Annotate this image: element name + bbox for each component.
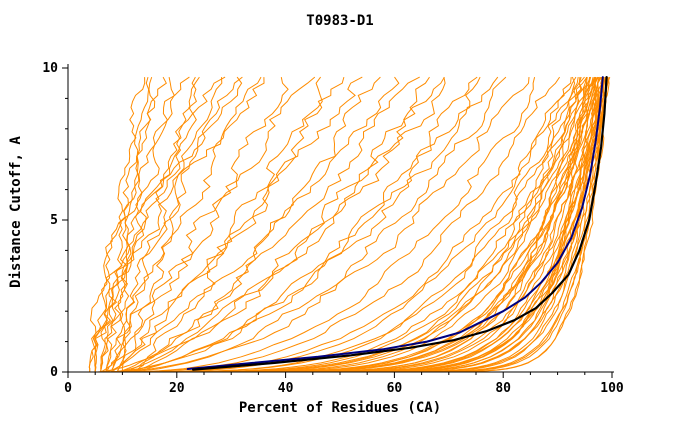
highlight-black-curve: [192, 75, 608, 371]
ensemble-curve: [106, 76, 582, 373]
ensemble-curve: [95, 76, 588, 373]
ensemble-curve: [105, 76, 316, 373]
ensemble-curve: [138, 76, 600, 373]
ensemble-curve: [116, 76, 587, 373]
ensemble-curve: [111, 76, 198, 373]
ensemble-curve: [92, 77, 146, 372]
ensemble-curve: [127, 76, 595, 373]
ensemble-curve: [88, 76, 167, 373]
ensemble-curve: [111, 76, 596, 373]
ensemble-curve: [127, 76, 603, 373]
ensemble-curve: [95, 77, 597, 373]
x-tick-label: 40: [278, 381, 294, 396]
ensemble-curve: [116, 76, 420, 373]
ensemble-curve: [100, 76, 478, 373]
ensemble-curve: [91, 76, 226, 373]
ensemble-curve: [111, 77, 597, 373]
ensemble-curve: [133, 76, 323, 373]
ensemble-curve: [116, 76, 599, 373]
ensemble-curve: [127, 76, 445, 373]
ensemble-curve: [88, 76, 262, 373]
ensemble-curve: [111, 77, 265, 373]
y-tick-label: 0: [50, 365, 58, 380]
ensemble-curve: [100, 76, 243, 373]
ensemble-curve: [117, 76, 150, 372]
ensemble-curve: [133, 76, 585, 373]
ensemble-curve: [144, 76, 598, 373]
ensemble-curve: [89, 77, 610, 373]
ensemble-curve: [111, 76, 345, 373]
ensemble-curve: [106, 76, 400, 373]
y-tick-label: 10: [42, 61, 58, 76]
chart-title: T0983-D1: [306, 13, 374, 29]
ensemble-curve: [95, 77, 603, 373]
ensemble-curve: [100, 76, 156, 373]
ensemble-curve: [111, 76, 601, 373]
ensemble-curve: [127, 77, 609, 373]
ensemble-curve: [116, 76, 507, 373]
ensemble-curve: [116, 77, 223, 373]
highlight-navy-curve: [186, 76, 604, 370]
ensemble-curve: [122, 76, 481, 373]
x-tick-label: 0: [64, 381, 72, 396]
ensemble-curve: [122, 76, 596, 373]
ensemble-curve: [106, 77, 591, 373]
ensemble-curve: [111, 77, 607, 373]
ensemble-curve: [111, 77, 446, 373]
x-tick-label: 100: [600, 381, 624, 396]
ensemble-curve: [95, 77, 530, 373]
ensemble-curve: [133, 76, 603, 373]
ensemble-curve: [116, 77, 289, 373]
ensemble-curve: [95, 76, 601, 373]
x-tick-label: 60: [387, 381, 403, 396]
ensemble-curve: [111, 77, 582, 373]
ensemble-curve: [95, 77, 588, 373]
ensemble-curve: [100, 77, 579, 373]
x-axis-label: Percent of Residues (CA): [238, 400, 442, 416]
x-tick-label: 20: [169, 381, 185, 396]
ensemble-curve: [95, 76, 430, 373]
x-tick-label: 80: [495, 381, 511, 396]
ensemble-curve: [100, 77, 607, 373]
y-tick-label: 5: [50, 213, 58, 228]
ensemble-curve: [106, 77, 591, 373]
ensemble-curve: [111, 76, 536, 373]
ensemble-curve: [105, 77, 175, 372]
ensemble-curve: [122, 76, 381, 373]
y-axis-label: Distance Cutoff, A: [8, 136, 24, 288]
ensemble-curve: [100, 76, 561, 373]
ensemble-curve: [116, 76, 608, 373]
